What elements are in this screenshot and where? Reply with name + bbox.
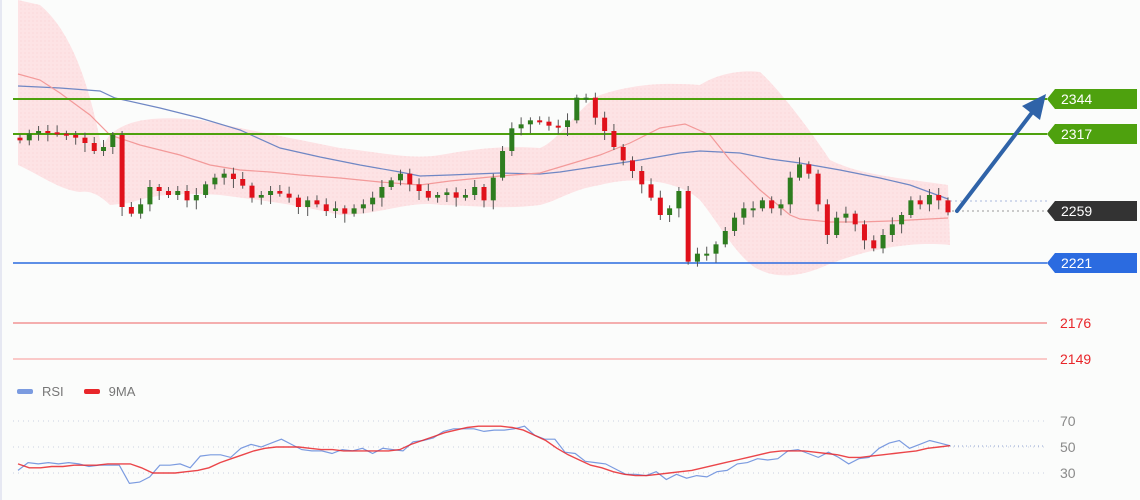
price-tag-2221: 2221: [1047, 253, 1137, 273]
chart-left-border: [0, 0, 2, 500]
current-price-tag: 2259: [1047, 201, 1137, 221]
price-label-2149: 2149: [1060, 351, 1092, 367]
price-tag-2344: 2344: [1047, 89, 1137, 109]
legend-item-9ma: 9MA: [83, 384, 136, 399]
rsi-legend: RSI 9MA: [17, 384, 155, 399]
rsi-axis-70: 70: [1060, 413, 1076, 429]
legend-label-9ma: 9MA: [108, 384, 136, 399]
rsi-line: [17, 425, 951, 485]
9ma-swatch-icon: [83, 389, 100, 394]
rsi-axis-30: 30: [1060, 465, 1076, 481]
legend-item-rsi: RSI: [17, 384, 64, 399]
price-label-2176: 2176: [1060, 315, 1092, 331]
rsi-axis-50: 50: [1060, 439, 1076, 455]
rsi-9ma-line: [17, 425, 951, 477]
bollinger-band: [18, 0, 950, 276]
rsi-swatch-icon: [17, 389, 33, 394]
moving-average-red: [17, 73, 949, 223]
moving-average-blue: [17, 85, 949, 200]
candlestick-series: [17, 92, 951, 267]
legend-label-rsi: RSI: [42, 384, 64, 399]
price-tag-2317: 2317: [1047, 124, 1137, 144]
forecast-arrow-icon: [955, 94, 1046, 213]
